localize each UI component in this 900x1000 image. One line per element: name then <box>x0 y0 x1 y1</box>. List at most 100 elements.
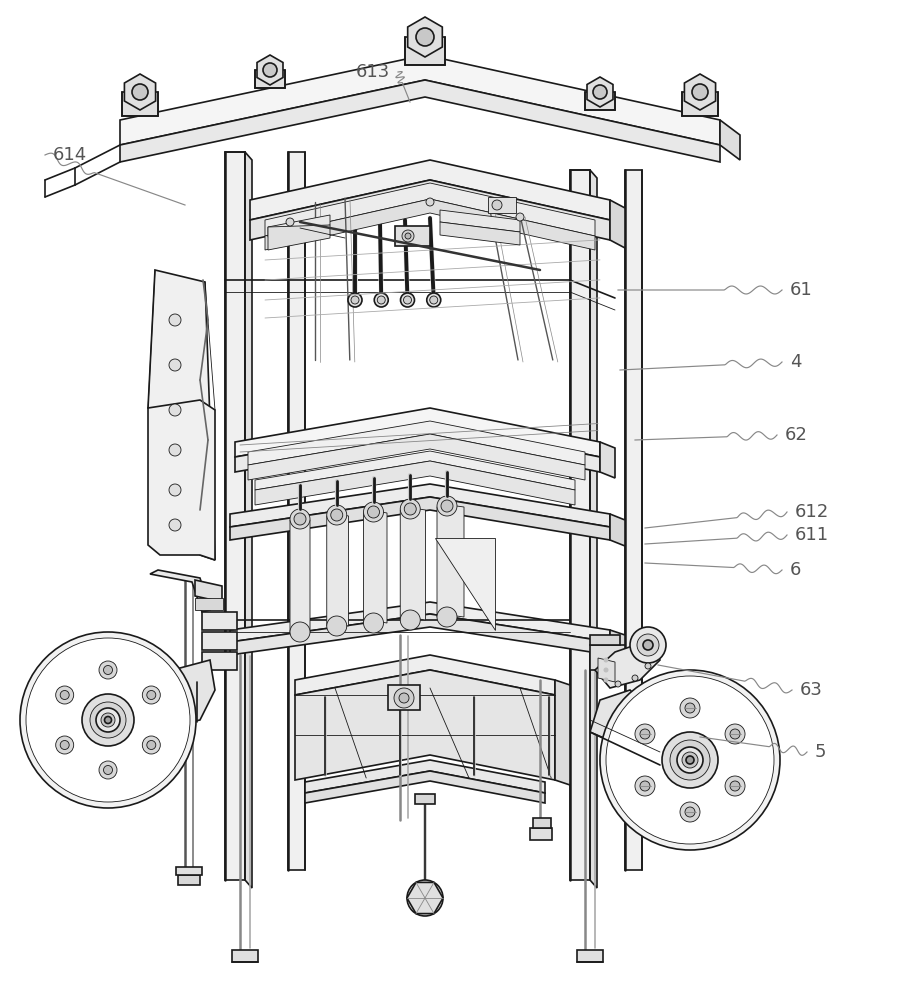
Circle shape <box>492 200 502 210</box>
Polygon shape <box>148 400 215 560</box>
Circle shape <box>604 658 608 662</box>
Circle shape <box>82 694 134 746</box>
Circle shape <box>427 293 441 307</box>
Circle shape <box>686 756 694 764</box>
Polygon shape <box>195 580 222 602</box>
Circle shape <box>677 747 703 773</box>
Circle shape <box>403 296 411 304</box>
Polygon shape <box>120 55 720 145</box>
Polygon shape <box>235 408 600 457</box>
Bar <box>590 645 625 670</box>
Text: 61: 61 <box>790 281 813 299</box>
Bar <box>590 635 620 645</box>
Polygon shape <box>625 170 642 870</box>
Polygon shape <box>232 950 258 962</box>
Circle shape <box>377 296 385 304</box>
Polygon shape <box>598 658 615 682</box>
Bar <box>202 612 237 630</box>
Polygon shape <box>440 210 520 232</box>
Circle shape <box>407 880 443 916</box>
Circle shape <box>606 676 774 844</box>
Polygon shape <box>587 77 613 107</box>
Circle shape <box>632 675 638 681</box>
Circle shape <box>604 668 608 672</box>
Polygon shape <box>610 630 625 660</box>
Polygon shape <box>148 660 215 730</box>
Circle shape <box>400 499 420 519</box>
Circle shape <box>169 519 181 531</box>
Polygon shape <box>230 614 610 655</box>
Circle shape <box>437 496 457 516</box>
Polygon shape <box>255 451 575 490</box>
Circle shape <box>430 296 437 304</box>
Circle shape <box>169 404 181 416</box>
Circle shape <box>60 740 69 750</box>
Polygon shape <box>288 152 305 870</box>
Bar <box>388 685 420 710</box>
Bar <box>202 632 237 650</box>
Bar <box>488 197 516 213</box>
Bar <box>415 794 435 804</box>
Polygon shape <box>250 180 610 240</box>
Circle shape <box>99 761 117 779</box>
Circle shape <box>290 509 310 529</box>
Circle shape <box>682 752 698 768</box>
Circle shape <box>99 661 117 679</box>
Polygon shape <box>407 882 443 914</box>
Text: 5: 5 <box>815 743 826 761</box>
Polygon shape <box>295 655 555 695</box>
Circle shape <box>331 509 343 521</box>
Circle shape <box>593 85 607 99</box>
Circle shape <box>437 607 457 627</box>
Bar <box>195 598 223 610</box>
Circle shape <box>364 502 383 522</box>
Circle shape <box>685 807 695 817</box>
Circle shape <box>20 632 196 808</box>
Polygon shape <box>437 505 464 617</box>
Circle shape <box>56 736 74 754</box>
Bar <box>202 652 237 670</box>
Text: 614: 614 <box>53 146 87 164</box>
Circle shape <box>725 724 745 744</box>
Circle shape <box>640 781 650 791</box>
Polygon shape <box>600 442 615 478</box>
Polygon shape <box>295 670 555 780</box>
Circle shape <box>327 505 346 525</box>
Polygon shape <box>124 74 156 110</box>
Circle shape <box>426 198 434 206</box>
Polygon shape <box>585 92 615 110</box>
Polygon shape <box>660 760 720 815</box>
Circle shape <box>96 708 120 732</box>
Text: 63: 63 <box>800 681 823 699</box>
Circle shape <box>405 233 411 239</box>
Circle shape <box>348 293 362 307</box>
Polygon shape <box>230 484 610 527</box>
Circle shape <box>364 613 383 633</box>
Polygon shape <box>257 55 283 85</box>
Circle shape <box>730 729 740 739</box>
Polygon shape <box>590 170 597 888</box>
Polygon shape <box>248 421 585 465</box>
Circle shape <box>169 444 181 456</box>
Text: 612: 612 <box>795 503 829 521</box>
Circle shape <box>516 213 524 221</box>
Circle shape <box>147 740 156 750</box>
Polygon shape <box>120 80 720 162</box>
Circle shape <box>169 314 181 326</box>
Circle shape <box>142 736 160 754</box>
Polygon shape <box>230 602 610 642</box>
Circle shape <box>692 84 708 100</box>
Circle shape <box>286 218 294 226</box>
Circle shape <box>101 713 115 727</box>
Polygon shape <box>122 92 158 116</box>
Circle shape <box>680 698 700 718</box>
Circle shape <box>637 634 659 656</box>
Circle shape <box>635 724 655 744</box>
Circle shape <box>294 513 306 525</box>
Circle shape <box>725 776 745 796</box>
Circle shape <box>413 886 437 910</box>
Bar <box>176 867 202 875</box>
Circle shape <box>730 781 740 791</box>
Polygon shape <box>555 680 570 785</box>
Text: 4: 4 <box>790 353 802 371</box>
